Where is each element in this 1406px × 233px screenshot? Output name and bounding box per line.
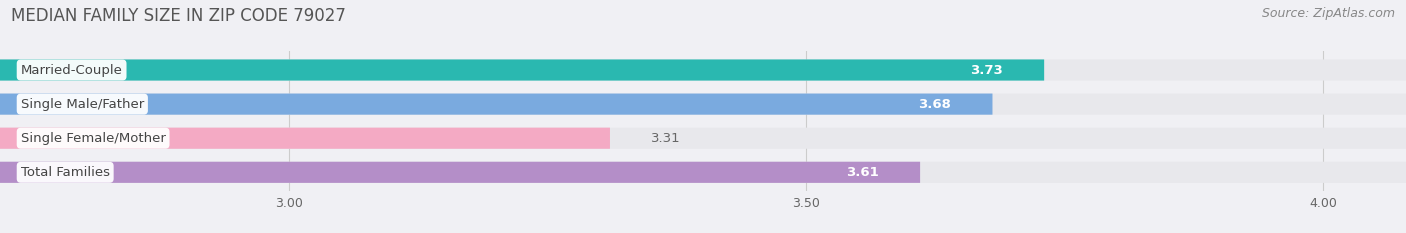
FancyBboxPatch shape: [0, 59, 1406, 81]
FancyBboxPatch shape: [0, 93, 1406, 115]
FancyBboxPatch shape: [0, 128, 610, 149]
Text: 3.73: 3.73: [970, 64, 1002, 76]
FancyBboxPatch shape: [0, 93, 993, 115]
FancyBboxPatch shape: [0, 59, 1045, 81]
FancyBboxPatch shape: [0, 162, 1406, 183]
FancyBboxPatch shape: [0, 128, 1406, 149]
Text: Total Families: Total Families: [21, 166, 110, 179]
Text: 3.61: 3.61: [846, 166, 879, 179]
Text: Single Female/Mother: Single Female/Mother: [21, 132, 166, 145]
Text: 3.68: 3.68: [918, 98, 950, 111]
FancyBboxPatch shape: [0, 162, 920, 183]
Text: Source: ZipAtlas.com: Source: ZipAtlas.com: [1261, 7, 1395, 20]
Text: Single Male/Father: Single Male/Father: [21, 98, 143, 111]
Text: Married-Couple: Married-Couple: [21, 64, 122, 76]
Text: 3.31: 3.31: [651, 132, 681, 145]
Text: MEDIAN FAMILY SIZE IN ZIP CODE 79027: MEDIAN FAMILY SIZE IN ZIP CODE 79027: [11, 7, 346, 25]
